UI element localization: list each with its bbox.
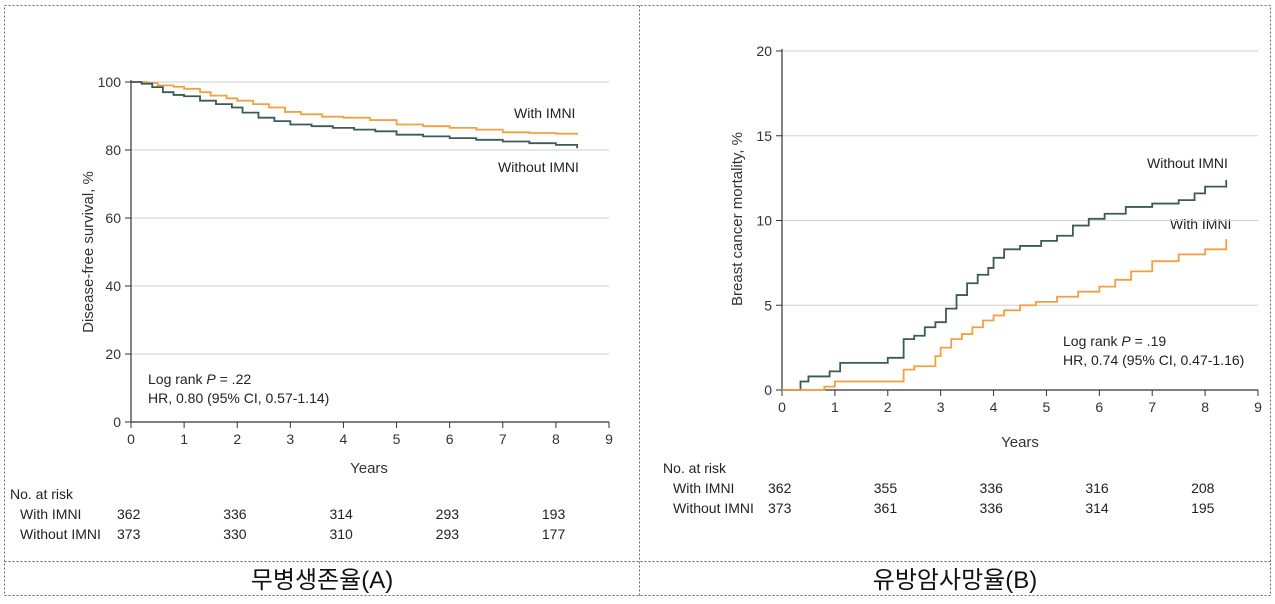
panel-b-xtick-label: 5 <box>1043 399 1051 415</box>
panel-a-risk-value: 373 <box>117 526 141 542</box>
panel-a-ytick-label: 100 <box>98 74 122 90</box>
panel-b-risk-title: No. at risk <box>663 460 727 476</box>
panel-a-xtick-label: 2 <box>233 431 241 447</box>
panel-a-risk-value: 330 <box>223 526 247 542</box>
panel-b-xtick-label: 2 <box>884 399 892 415</box>
panel-b-xtick-label: 7 <box>1148 399 1156 415</box>
panel-b-risk-value: 316 <box>1085 480 1109 496</box>
panel-a-risk-value: 310 <box>329 526 353 542</box>
panel-a-risk-title: No. at risk <box>10 486 74 502</box>
panel-b-risk-value: 373 <box>768 500 792 516</box>
panel-b-risk-value: 208 <box>1191 480 1215 496</box>
panel-a-curve-with <box>131 81 579 135</box>
panel-a-xtick-label: 6 <box>446 431 454 447</box>
panel-b-risk-value: 336 <box>980 480 1004 496</box>
panel-b-xtick-label: 4 <box>990 399 998 415</box>
panel-a-curve-without <box>131 81 579 149</box>
panel-b-chart: Breast cancer mortality, % Years Log ran… <box>663 43 1262 516</box>
caption-a: 무병생존율(A) <box>251 567 393 594</box>
panel-b-logrank: Log rank P = .19 <box>1063 333 1166 349</box>
panel-a-risk-value: 193 <box>542 506 566 522</box>
panel-a-hr: HR, 0.80 (95% CI, 0.57-1.14) <box>148 390 329 406</box>
panel-b-risk-label-with: With IMNI <box>673 480 734 496</box>
panel-a-risk-value: 336 <box>223 506 247 522</box>
panel-b-ytick-label: 20 <box>756 43 772 59</box>
panel-b-risk-label-without: Without IMNI <box>673 500 754 516</box>
panel-b-ytick-label: 15 <box>756 128 772 144</box>
panel-a-xtick-label: 9 <box>605 431 613 447</box>
panel-b-ylabel: Breast cancer mortality, % <box>729 132 746 306</box>
panel-a-risk-value: 293 <box>436 506 460 522</box>
panel-b-risk-value: 362 <box>768 480 792 496</box>
panel-a-xtick-label: 4 <box>340 431 348 447</box>
panel-b-curve-with <box>782 239 1228 391</box>
panel-a-ytick-label: 0 <box>113 414 121 430</box>
panel-b-xtick-label: 9 <box>1254 399 1262 415</box>
panel-a-risk-value: 314 <box>329 506 353 522</box>
panel-b-ytick-label: 0 <box>764 382 772 398</box>
panel-b-risk-value: 355 <box>874 480 898 496</box>
panel-b-risk-value: 361 <box>874 500 898 516</box>
panel-a-xtick-label: 5 <box>393 431 401 447</box>
caption-b: 유방암사망율(B) <box>873 567 1037 594</box>
panel-a-xtick-label: 0 <box>127 431 135 447</box>
panel-b-label-without: Without IMNI <box>1147 155 1228 171</box>
panel-b-xtick-label: 0 <box>778 399 786 415</box>
panel-a-xlabel: Years <box>350 460 388 477</box>
panel-b-label-with: With IMNI <box>1170 216 1231 232</box>
panel-b-ytick-label: 10 <box>756 213 772 229</box>
panel-a-ytick-label: 40 <box>105 278 121 294</box>
panel-b-xtick-label: 3 <box>937 399 945 415</box>
panel-b-xtick-label: 6 <box>1095 399 1103 415</box>
panel-b-risk-value: 336 <box>980 500 1004 516</box>
panel-a-ytick-label: 60 <box>105 210 121 226</box>
panel-b-ytick-label: 5 <box>764 297 772 313</box>
panel-a-label-without: Without IMNI <box>498 159 579 175</box>
panel-a-risk-value: 177 <box>542 526 566 542</box>
panel-a-risk-value: 362 <box>117 506 141 522</box>
panel-b-hr: HR, 0.74 (95% CI, 0.47-1.16) <box>1063 352 1244 368</box>
panel-b-xtick-label: 8 <box>1201 399 1209 415</box>
panel-a-risk-value: 293 <box>436 526 460 542</box>
panel-a-xtick-label: 3 <box>286 431 294 447</box>
panel-a-logrank: Log rank P = .22 <box>148 371 251 387</box>
panel-a-ytick-label: 80 <box>105 142 121 158</box>
panel-a-xtick-label: 7 <box>499 431 507 447</box>
panel-b-curve-without <box>782 179 1228 391</box>
outer-border <box>4 5 1271 596</box>
panel-a-label-with: With IMNI <box>514 105 575 121</box>
panel-a-xtick-label: 1 <box>180 431 188 447</box>
panel-b-xlabel: Years <box>1001 434 1039 451</box>
panel-a-ylabel: Disease-free survival, % <box>80 171 97 333</box>
panel-b-risk-value: 195 <box>1191 500 1215 516</box>
panel-b-risk-value: 314 <box>1085 500 1109 516</box>
panel-a-risk-label-with: With IMNI <box>20 506 81 522</box>
panel-b-xtick-label: 1 <box>831 399 839 415</box>
panel-a-chart: Disease-free survival, % Years Log rank … <box>10 74 613 542</box>
panel-a-xtick-label: 8 <box>552 431 560 447</box>
panel-a-ytick-label: 20 <box>105 346 121 362</box>
panel-a-risk-label-without: Without IMNI <box>20 526 101 542</box>
